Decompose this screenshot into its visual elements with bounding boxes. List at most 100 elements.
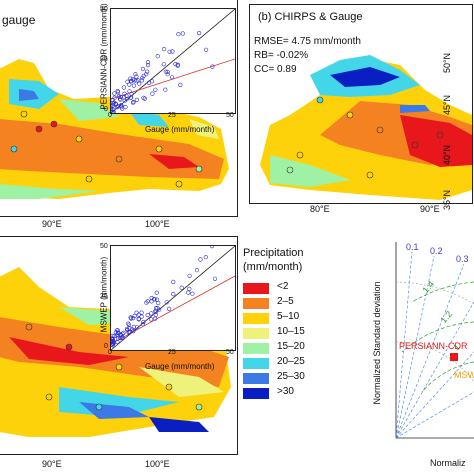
- scatter-point: [152, 316, 158, 321]
- scatter-point: [163, 87, 168, 92]
- scatter-point: [126, 330, 131, 335]
- scatter-point: [154, 290, 159, 295]
- scatter-point: [171, 279, 176, 285]
- legend-label: <2: [277, 281, 289, 292]
- legend-swatch: [243, 343, 269, 354]
- taylor-arcs: [395, 242, 474, 439]
- scatter-point: [133, 72, 138, 77]
- scatter-point: [149, 311, 154, 316]
- legend-label: 10–15: [277, 326, 305, 337]
- inset-c-scatter: [110, 245, 236, 351]
- scatter-point: [203, 47, 209, 52]
- scatter-point: [145, 62, 151, 68]
- taylor-corr-label-1: 0.2: [430, 246, 443, 256]
- inset-c-ytick-25: 25: [100, 293, 108, 300]
- panel-c-region-map: [0, 267, 231, 437]
- scatter-point: [112, 91, 117, 96]
- inset-c-points: [111, 246, 218, 348]
- scatter-point: [124, 93, 129, 98]
- inset-a-ytick-50: 50: [100, 6, 108, 13]
- scatter-point: [126, 321, 131, 326]
- scatter-point: [196, 31, 202, 36]
- scatter-point: [154, 297, 160, 302]
- panel-b-lon-tick-80: 80°E: [310, 204, 330, 214]
- panel-a-lon-tick-100-out: 100°E: [145, 219, 170, 229]
- panel-b-cc: CC= 0.89: [254, 64, 297, 75]
- legend-item: 10–15: [243, 326, 353, 340]
- legend-item: <2: [243, 281, 353, 295]
- scatter-point: [128, 76, 133, 81]
- legend-title-line1: Precipitation: [243, 247, 304, 259]
- scatter-point: [115, 88, 120, 94]
- scatter-point: [137, 81, 142, 86]
- inset-c-xtick-25: 25: [168, 349, 176, 356]
- scatter-point: [111, 339, 116, 344]
- scatter-point: [186, 290, 191, 295]
- legend-item: 5–10: [243, 311, 353, 325]
- scatter-point: [212, 276, 218, 281]
- panel-a-title-fragment: gauge: [2, 13, 36, 27]
- scatter-point: [134, 79, 139, 84]
- panel-a-lon-tick-90-out: 90°E: [42, 219, 62, 229]
- scatter-point: [131, 83, 137, 88]
- scatter-point: [194, 268, 199, 273]
- scatter-point: [134, 97, 140, 102]
- scatter-point: [118, 335, 123, 341]
- scatter-point: [127, 89, 132, 94]
- scatter-point: [151, 296, 157, 302]
- scatter-point: [111, 342, 114, 347]
- scatter-point: [171, 291, 176, 297]
- taylor-corr-label-2: 0.3: [456, 254, 469, 264]
- scatter-point: [164, 300, 169, 305]
- inset-a-scatter: [110, 8, 236, 114]
- scatter-point: [179, 285, 184, 290]
- panel-a-region-map: [0, 59, 229, 199]
- inset-a-xtick-25: 25: [168, 112, 176, 119]
- scatter-point: [187, 286, 192, 292]
- panel-b-lat-tick-40: 40°N: [442, 144, 453, 166]
- legend-label: 2–5: [277, 296, 294, 307]
- scatter-point: [173, 61, 178, 67]
- scatter-point: [121, 85, 126, 90]
- scatter-point: [187, 273, 192, 278]
- scatter-point: [111, 109, 115, 113]
- scatter-point: [115, 328, 120, 333]
- legend-item: >30: [243, 386, 353, 400]
- taylor-corr-label-0: 0.1: [406, 242, 419, 252]
- taylor-diagram: 0.1 0.2 0.3 1.4 1.2 1 PERSIANN-CDR MSW N…: [362, 242, 474, 474]
- legend-item: 2–5: [243, 296, 353, 310]
- scatter-point: [121, 330, 126, 335]
- legend-label: >30: [277, 386, 294, 397]
- inset-a-xlabel: Gauge (mm/month): [145, 125, 215, 134]
- scatter-point: [210, 64, 215, 69]
- scatter-point: [122, 98, 127, 103]
- inset-c-ytick-50: 50: [100, 243, 108, 250]
- panel-b-lat-tick-50: 50°N: [442, 52, 453, 74]
- panel-b-map: (b) CHIRPS & Gauge RMSE= 4.75 mm/month R…: [249, 4, 473, 204]
- scatter-point: [141, 73, 146, 78]
- inset-a-ytick-25: 25: [100, 56, 108, 63]
- scatter-point: [165, 69, 170, 75]
- panel-c-lon-tick-90: 90°E: [42, 459, 62, 469]
- legend-label: 15–20: [277, 341, 305, 352]
- scatter-point: [190, 291, 195, 296]
- scatter-point: [127, 82, 132, 87]
- scatter-point: [145, 60, 151, 65]
- panel-b-rmse: RMSE= 4.75 mm/month: [254, 36, 361, 47]
- scatter-point: [129, 316, 134, 321]
- scatter-point: [148, 317, 154, 322]
- legend-swatch: [243, 298, 269, 309]
- taylor-label-mswep: MSW: [454, 370, 474, 380]
- scatter-point: [134, 310, 139, 315]
- scatter-point: [116, 94, 122, 99]
- scatter-point: [198, 257, 203, 262]
- legend-label: 25–30: [277, 371, 305, 382]
- inset-c-xlabel: Gauge (mm/month): [145, 362, 215, 371]
- scatter-point: [156, 300, 161, 306]
- legend-swatch: [243, 358, 269, 369]
- panel-c-lon-tick-100: 100°E: [145, 459, 170, 469]
- scatter-point: [125, 79, 130, 84]
- panel-b-lon-tick-90: 90°E: [420, 204, 440, 214]
- scatter-point: [169, 75, 175, 80]
- scatter-point: [119, 105, 124, 110]
